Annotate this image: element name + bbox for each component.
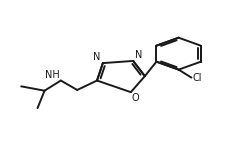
Text: O: O xyxy=(132,93,140,103)
Text: NH: NH xyxy=(45,70,60,80)
Text: N: N xyxy=(135,50,143,60)
Text: N: N xyxy=(93,52,101,62)
Text: Cl: Cl xyxy=(192,73,202,83)
